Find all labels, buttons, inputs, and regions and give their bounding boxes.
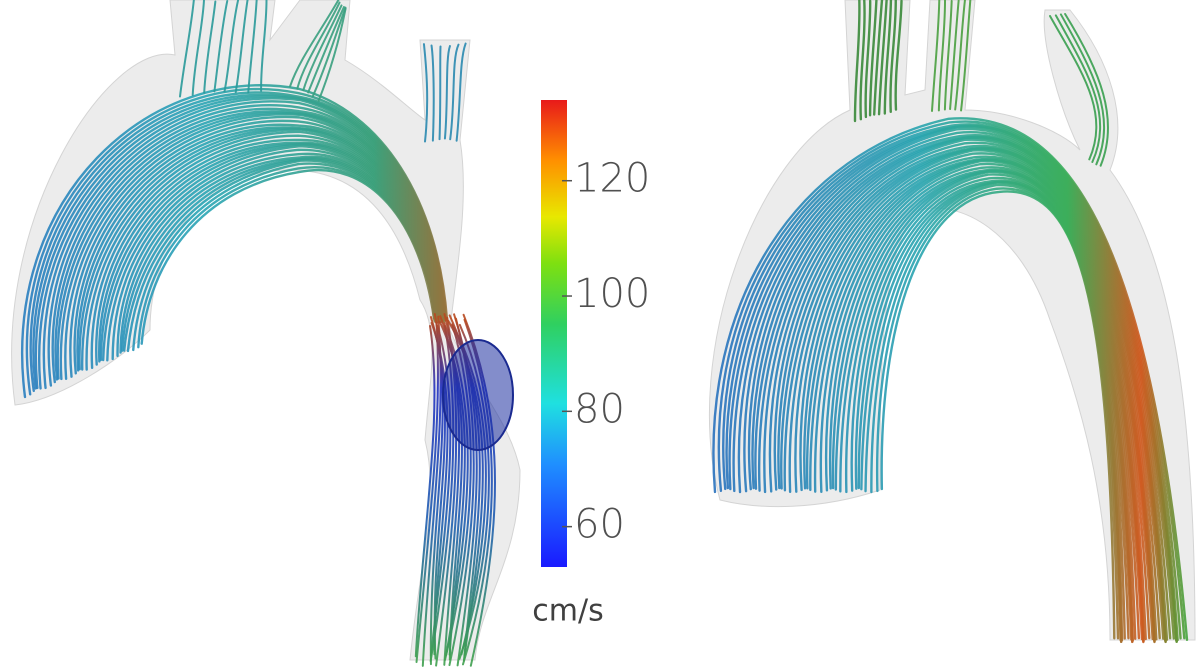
figure: 60 80 100 120 cm/s [0, 0, 1198, 671]
color-bar-ticks: 60 80 100 120 [562, 156, 650, 548]
tick-label: 60 [574, 502, 625, 548]
unit-label: cm/s [532, 594, 603, 629]
tick-label: 100 [574, 271, 650, 317]
streamlines [22, 0, 1187, 666]
streamline [440, 46, 441, 139]
tick-label: 80 [574, 386, 625, 432]
vortex [443, 340, 513, 450]
color-bar [541, 100, 567, 567]
tick-label: 120 [574, 156, 650, 202]
